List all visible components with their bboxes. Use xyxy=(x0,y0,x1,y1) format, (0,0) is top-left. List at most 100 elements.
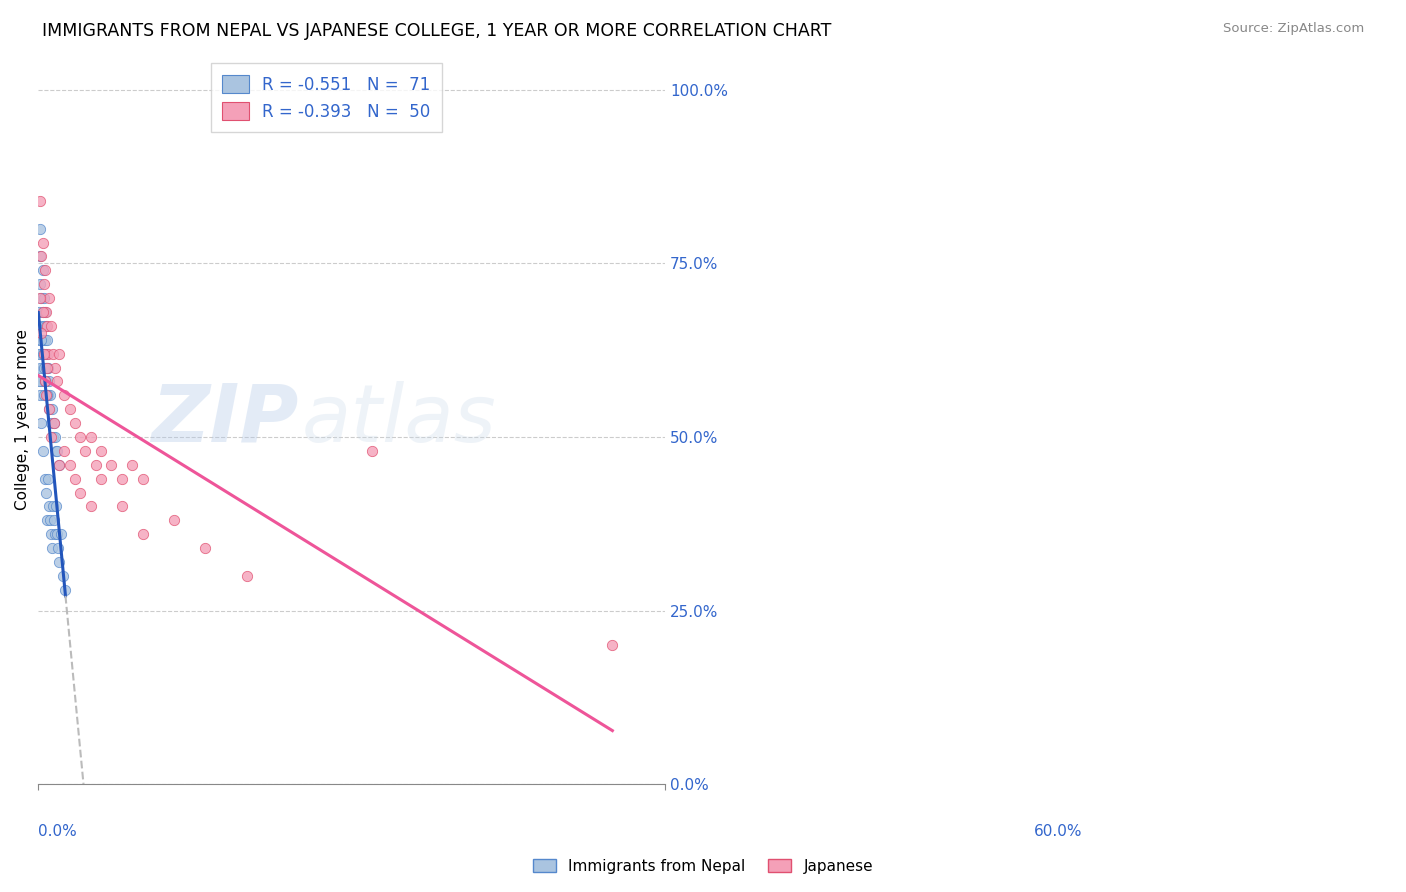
Point xyxy=(35,360,58,375)
Point xyxy=(79,430,101,444)
Point xyxy=(39,430,62,444)
Point xyxy=(35,318,58,333)
Point xyxy=(42,500,65,514)
Point xyxy=(37,346,59,360)
Text: 60.0%: 60.0% xyxy=(1033,824,1083,839)
Point xyxy=(30,221,52,235)
Point xyxy=(32,346,55,360)
Point xyxy=(41,402,63,417)
Point xyxy=(30,326,52,340)
Point xyxy=(34,263,56,277)
Point xyxy=(31,305,53,319)
Point xyxy=(28,375,51,389)
Point xyxy=(30,250,52,264)
Point xyxy=(32,318,55,333)
Point xyxy=(42,513,65,527)
Point xyxy=(53,443,76,458)
Point xyxy=(34,346,56,360)
Point xyxy=(39,527,62,541)
Point xyxy=(39,416,62,430)
Point xyxy=(44,527,66,541)
Point xyxy=(51,527,73,541)
Point xyxy=(31,346,53,360)
Point xyxy=(37,388,59,402)
Point xyxy=(63,472,86,486)
Point xyxy=(34,388,56,402)
Point xyxy=(38,513,60,527)
Point xyxy=(34,485,56,500)
Point xyxy=(44,430,66,444)
Point xyxy=(52,569,75,583)
Point xyxy=(34,472,56,486)
Point xyxy=(48,458,70,472)
Point xyxy=(42,416,65,430)
Point xyxy=(34,388,56,402)
Point xyxy=(111,472,134,486)
Point xyxy=(30,388,52,402)
Point xyxy=(35,360,58,375)
Point xyxy=(32,346,55,360)
Point xyxy=(34,333,56,347)
Point xyxy=(90,443,112,458)
Point xyxy=(100,458,122,472)
Text: ZIP: ZIP xyxy=(150,381,298,458)
Point xyxy=(28,305,51,319)
Point xyxy=(34,375,56,389)
Legend: R = -0.551   N =  71, R = -0.393   N =  50: R = -0.551 N = 71, R = -0.393 N = 50 xyxy=(211,63,443,133)
Point xyxy=(34,305,56,319)
Point xyxy=(38,375,60,389)
Point xyxy=(35,388,58,402)
Point xyxy=(30,194,52,208)
Point xyxy=(63,416,86,430)
Y-axis label: College, 1 year or more: College, 1 year or more xyxy=(15,329,30,510)
Point xyxy=(48,555,70,569)
Point xyxy=(32,375,55,389)
Point xyxy=(30,360,52,375)
Point xyxy=(602,638,624,652)
Point xyxy=(111,500,134,514)
Point xyxy=(31,443,53,458)
Point xyxy=(69,485,91,500)
Point xyxy=(90,472,112,486)
Point xyxy=(31,333,53,347)
Point xyxy=(30,277,52,292)
Point xyxy=(30,346,52,360)
Point xyxy=(46,375,69,389)
Point xyxy=(38,291,60,305)
Point xyxy=(46,527,69,541)
Point xyxy=(38,388,60,402)
Point xyxy=(236,569,259,583)
Point xyxy=(79,500,101,514)
Point xyxy=(30,333,52,347)
Point xyxy=(131,472,153,486)
Point xyxy=(30,318,52,333)
Text: 0.0%: 0.0% xyxy=(38,824,77,839)
Point xyxy=(42,416,65,430)
Point xyxy=(35,513,58,527)
Point xyxy=(45,500,67,514)
Point xyxy=(194,541,217,555)
Point xyxy=(35,388,58,402)
Point xyxy=(32,291,55,305)
Point xyxy=(35,333,58,347)
Point xyxy=(38,402,60,417)
Point xyxy=(30,250,52,264)
Point xyxy=(30,416,52,430)
Point xyxy=(131,527,153,541)
Point xyxy=(59,402,82,417)
Point xyxy=(30,291,52,305)
Point xyxy=(30,375,52,389)
Point xyxy=(32,277,55,292)
Point xyxy=(42,346,65,360)
Point xyxy=(37,472,59,486)
Legend: Immigrants from Nepal, Japanese: Immigrants from Nepal, Japanese xyxy=(527,853,879,880)
Point xyxy=(37,360,59,375)
Point xyxy=(34,375,56,389)
Point xyxy=(55,582,77,597)
Point xyxy=(59,458,82,472)
Point xyxy=(28,346,51,360)
Point xyxy=(84,458,107,472)
Point xyxy=(31,360,53,375)
Point xyxy=(31,235,53,250)
Point xyxy=(32,360,55,375)
